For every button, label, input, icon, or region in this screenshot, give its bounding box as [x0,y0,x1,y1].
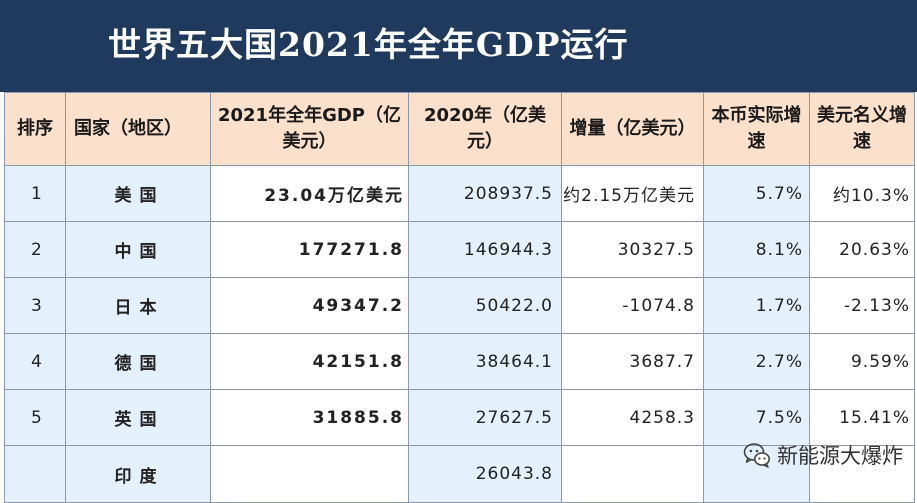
cell-rank: 4 [4,333,66,390]
cell-gdp-2020: 146944.3 [408,221,562,278]
cell-usd-growth: -2.13% [809,277,915,334]
wechat-icon [743,443,770,468]
header-increase: 增量（亿美元） [561,92,704,166]
header-country: 国家（地区） [65,92,211,166]
cell-gdp-2020: 26043.8 [408,445,562,503]
cell-gdp-2021: 177271.8 [210,221,409,278]
header-gdp-2021: 2021年全年GDP（亿美元） [210,92,409,166]
cell-usd-growth: 15.41% [809,389,915,446]
watermark-text: 新能源大爆炸 [777,444,903,468]
cell-increase: 约2.15万亿美元 [561,165,704,222]
cell-local-growth: 8.1% [703,221,810,278]
table-row: 5 英国 31885.8 27627.5 4258.3 7.5% 15.41% [4,389,915,446]
cell-usd-growth: 20.63% [809,221,915,278]
cell-country: 日本 [65,277,211,334]
header-usd-growth: 美元名义增速 [809,92,915,166]
table-row: 3 日本 49347.2 50422.0 -1074.8 1.7% -2.13% [4,277,915,334]
cell-country: 德国 [65,333,211,390]
cell-increase [561,445,704,503]
cell-gdp-2021: 31885.8 [210,389,409,446]
cell-local-growth: 2.7% [703,333,810,390]
cell-local-growth: 5.7% [703,165,810,222]
cell-rank: 2 [4,221,66,278]
cell-country: 中国 [65,221,211,278]
table-row: 1 美国 23.04万亿美元 208937.5 约2.15万亿美元 5.7% 约… [4,165,915,222]
header-rank: 排序 [4,92,66,166]
cell-increase: 3687.7 [561,333,704,390]
cell-rank: 1 [4,165,66,222]
header-local-growth: 本币实际增速 [703,92,810,166]
cell-gdp-2021: 42151.8 [210,333,409,390]
cell-gdp-2021: 49347.2 [210,277,409,334]
header-gdp-2020: 2020年（亿美元） [408,92,562,166]
table-row: 印度 26043.8 [4,445,915,503]
cell-gdp-2020: 208937.5 [408,165,562,222]
cell-usd-growth [809,445,915,503]
cell-gdp-2021 [210,445,409,503]
cell-gdp-2020: 50422.0 [408,277,562,334]
cell-increase: 30327.5 [561,221,704,278]
table-row: 4 德国 42151.8 38464.1 3687.7 2.7% 9.59% [4,333,915,390]
cell-rank: 5 [4,389,66,446]
watermark: 新能源大爆炸 [743,440,903,470]
gdp-table: 排序 国家（地区） 2021年全年GDP（亿美元） 2020年（亿美元） 增量（… [4,92,915,503]
cell-usd-growth: 9.59% [809,333,915,390]
header-row: 排序 国家（地区） 2021年全年GDP（亿美元） 2020年（亿美元） 增量（… [4,92,915,166]
cell-local-growth: 1.7% [703,277,810,334]
page-title: 世界五大国2021年全年GDP运行 [108,25,629,64]
cell-country: 英国 [65,389,211,446]
cell-gdp-2020: 27627.5 [408,389,562,446]
cell-gdp-2021: 23.04万亿美元 [210,165,409,222]
cell-local-growth: 7.5% [703,389,810,446]
cell-country: 美国 [65,165,211,222]
cell-increase: -1074.8 [561,277,704,334]
cell-rank: 3 [4,277,66,334]
cell-usd-growth: 约10.3% [809,165,915,222]
cell-gdp-2020: 38464.1 [408,333,562,390]
table-row: 2 中国 177271.8 146944.3 30327.5 8.1% 20.6… [4,221,915,278]
cell-increase: 4258.3 [561,389,704,446]
title-bar: 世界五大国2021年全年GDP运行 [0,0,917,92]
